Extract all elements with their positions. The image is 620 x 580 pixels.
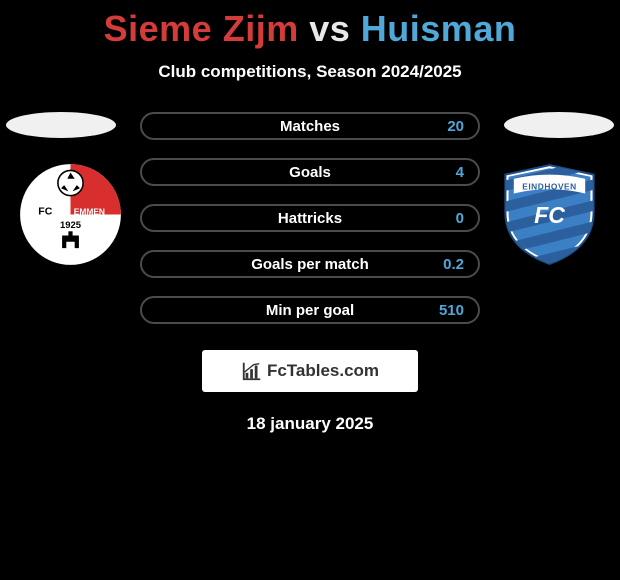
player1-platform [6, 112, 116, 138]
player2-platform [504, 112, 614, 138]
stat-row: Hattricks0 [140, 204, 480, 232]
stat-right-value: 0.2 [424, 256, 464, 273]
stat-label: Hattricks [196, 210, 424, 227]
stat-row: Goals per match0.2 [140, 250, 480, 278]
watermark-text: FcTables.com [267, 361, 379, 381]
svg-text:FC: FC [534, 202, 565, 228]
stat-row: Matches20 [140, 112, 480, 140]
stat-row: Min per goal510 [140, 296, 480, 324]
stat-right-value: 4 [424, 164, 464, 181]
subtitle: Club competitions, Season 2024/2025 [0, 62, 620, 82]
svg-text:FC: FC [38, 206, 52, 218]
svg-text:EINDHOVEN: EINDHOVEN [522, 181, 577, 191]
stat-right-value: 20 [424, 118, 464, 135]
stat-row: Goals4 [140, 158, 480, 186]
stat-label: Matches [196, 118, 424, 135]
vs-text: vs [309, 8, 350, 49]
team1-logo: FC EMMEN 1925 [18, 162, 123, 267]
player1-name: Sieme Zijm [104, 8, 299, 49]
stat-right-value: 0 [424, 210, 464, 227]
svg-text:1925: 1925 [60, 220, 81, 231]
team2-logo: EINDHOVEN FC [497, 162, 602, 267]
stat-label: Min per goal [196, 302, 424, 319]
title: Sieme Zijm vs Huisman [0, 0, 620, 50]
date: 18 january 2025 [0, 414, 620, 434]
stat-label: Goals per match [196, 256, 424, 273]
stat-label: Goals [196, 164, 424, 181]
svg-text:EMMEN: EMMEN [74, 207, 105, 217]
main-area: FC EMMEN 1925 EINDHOVEN FC [0, 112, 620, 324]
bar-chart-icon [241, 360, 263, 382]
stat-right-value: 510 [424, 302, 464, 319]
player2-name: Huisman [361, 8, 517, 49]
stats-table: Matches20 Goals4 Hattricks0 Goals per match… [140, 112, 480, 324]
watermark: FcTables.com [202, 350, 418, 392]
